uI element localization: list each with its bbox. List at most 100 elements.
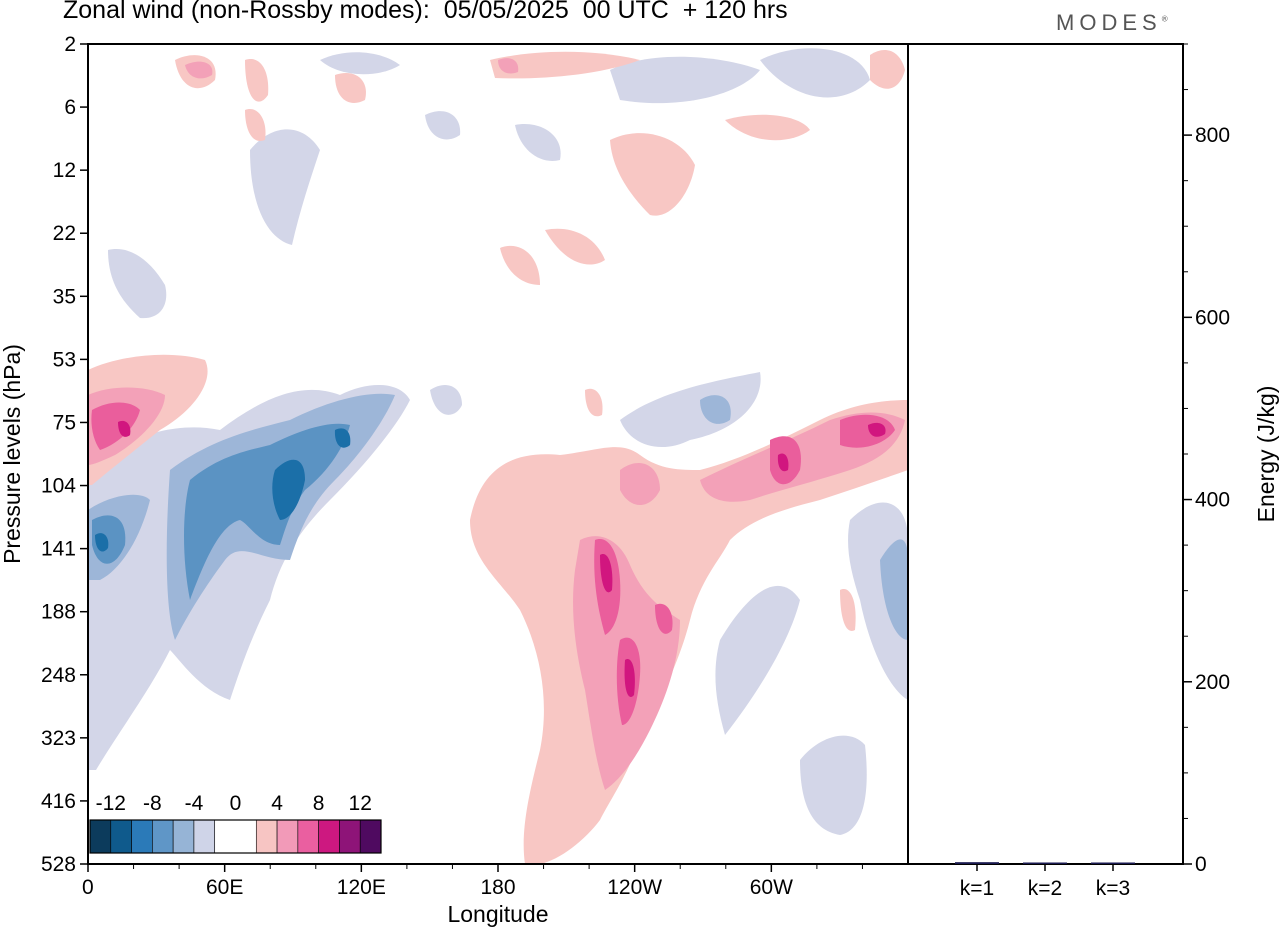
colorbar-bin [89,819,112,854]
x-tick-label: 180 [480,876,515,899]
positive-strong-core [868,422,886,437]
positive-strong-core [624,659,635,697]
colorbar-label: 12 [349,792,372,815]
negative-strong-regions [95,428,351,552]
negative-faint-patch [515,124,561,161]
negative-mid-patch [92,515,126,564]
energy-bar [955,862,999,864]
y-tick-label: 528 [41,853,76,876]
colorbar-bin [172,819,195,854]
negative-faint-patch [620,372,761,448]
positive-faint-main [470,400,908,864]
positive-strong-core [777,453,789,472]
colorbar-bin [359,819,382,854]
wind-field [88,48,908,864]
y-tick-label: 188 [41,601,76,624]
energy-tick-label: 800 [1195,124,1230,147]
colorbar-legend: -12 -8 -4 0 4 8 12 [89,788,385,860]
energy-tick-label: 400 [1195,489,1230,512]
y-tick-label: 248 [41,664,76,687]
negative-faint-patch [430,385,462,415]
energy-axis-title: Energy (J/kg) [1253,386,1279,523]
positive-faint-patch [545,228,605,265]
chart-title: Zonal wind (non-Rossby modes): 05/05/202… [63,0,788,24]
negative-strong-core [95,533,109,552]
colorbar-bin [193,819,216,854]
energy-bars [955,862,1135,864]
colorbar-bin [255,819,278,854]
x-tick-label: 60W [750,876,793,899]
y-tick-label: 22 [53,222,76,245]
energy-bar [1091,862,1135,864]
colorbar-label: -12 [96,792,126,815]
colorbar-bin [276,819,299,854]
colorbar-label: 0 [230,792,242,815]
colorbar-bin [297,819,319,854]
energy-category-label: k=2 [1028,877,1062,900]
positive-light-patch [498,58,519,74]
y-tick-label: 75 [53,411,76,434]
negative-mid-regions [92,423,350,600]
negative-faint-patch [800,735,867,835]
positive-faint-patch [870,50,905,89]
y-tick-label: 323 [41,727,76,750]
energy-tick-label: 600 [1195,306,1230,329]
positive-faint-patch [245,59,269,102]
negative-faint-patch [610,56,760,104]
brand-logo: MODES® [1056,10,1168,36]
positive-mid-patch [91,402,140,450]
colorbar-bins [89,819,382,854]
energy-panel-frame [907,43,1184,865]
y-tick-label: 2 [64,33,76,56]
negative-strong-core [334,428,351,448]
colorbar-label: 8 [313,792,325,815]
negative-faint-patch [425,111,461,140]
positive-light-patch [620,462,660,505]
y-tick-label: 141 [41,538,76,561]
y-tick-label: 104 [41,475,76,498]
positive-strong-core [600,554,613,593]
y-tick-label: 53 [53,348,76,371]
colorbar-label: -8 [143,792,162,815]
negative-faint-patch [715,585,800,735]
colorbar-bin [214,819,257,854]
positive-strong-regions [118,420,886,697]
colorbar-bin [110,819,132,854]
negative-mid-band [184,423,350,600]
energy-axis: 0 200 400 600 800 [1183,43,1230,876]
positive-light-patch [185,61,213,79]
longitude-axis: 0 60E 120E 180 120W 60W [82,864,863,899]
positive-faint-patch [585,388,603,417]
colorbar-bin [339,819,361,854]
positive-faint-patch [490,51,640,79]
colorbar-bin [318,819,340,854]
colorbar-bin [152,819,174,854]
energy-bar [1023,862,1067,864]
x-tick-label: 120W [607,876,662,899]
energy-category-label: k=3 [1096,877,1130,900]
y-tick-label: 12 [53,159,76,182]
colorbar-frame [89,819,382,854]
brand-text: MODES [1056,10,1162,35]
colorbar-labels: -12 -8 -4 0 4 8 12 [96,792,372,815]
negative-faint-patch [108,249,167,319]
colorbar-label: -4 [185,792,204,815]
colorbar-bin [131,819,153,854]
negative-strong-core [272,459,305,520]
energy-tick-label: 200 [1195,671,1230,694]
positive-strong-core [118,420,131,437]
negative-faint-patch [760,48,870,98]
negative-faint-patch [250,129,320,245]
positive-faint-patch [245,109,266,141]
positive-faint-patch [725,114,810,141]
y-axis-title: Pressure levels (hPa) [0,344,25,564]
negative-light-patch [700,395,731,424]
positive-faint-patch [840,589,856,631]
positive-mid-patch [655,603,673,634]
colorbar-label: 4 [271,792,283,815]
brand-registered-mark: ® [1161,14,1168,24]
x-tick-label: 0 [82,876,94,899]
x-tick-label: 120E [337,876,386,899]
energy-category-label: k=1 [960,877,994,900]
